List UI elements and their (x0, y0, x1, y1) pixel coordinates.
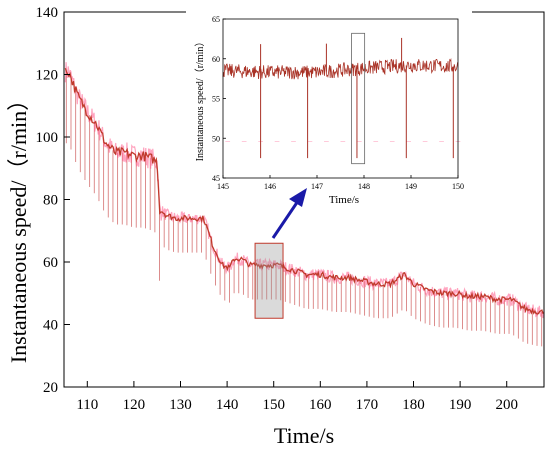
inset-x-axis-ticks: 145 146 147 148 149 150 (217, 175, 464, 191)
x-tick-label: 110 (76, 397, 98, 413)
inset-y-tick-label: 55 (212, 95, 220, 104)
zoom-arrow (271, 188, 307, 239)
inset-y-tick-label: 60 (212, 55, 220, 64)
main-highlight-box (254, 242, 284, 319)
x-tick-label: 200 (495, 397, 518, 413)
y-tick-label: 40 (43, 318, 58, 334)
inset-x-axis-title: Time/s (329, 194, 359, 206)
inset-highlight-rect (351, 32, 366, 165)
main-y-axis-title: Instantaneous speed/（r/min） (6, 89, 31, 363)
y-tick-label: 140 (36, 5, 59, 21)
inset-y-axis-title: Instantaneous speed/（r/min） (194, 37, 206, 162)
x-tick-label: 160 (309, 397, 332, 413)
x-tick-label: 180 (402, 397, 425, 413)
x-tick-label: 150 (262, 397, 285, 413)
inset-x-tick-label: 147 (311, 182, 323, 191)
y-tick-label: 60 (43, 255, 58, 271)
y-tick-label: 20 (43, 380, 58, 396)
x-tick-label: 140 (216, 397, 239, 413)
inset-y-tick-label: 50 (212, 134, 220, 143)
inset-x-tick-label: 150 (452, 182, 464, 191)
main-y-axis-ticks: 20 40 60 80 100 120 140 (36, 5, 70, 396)
inset-y-tick-label: 45 (212, 174, 220, 183)
inset-x-tick-label: 148 (358, 182, 370, 191)
inset-y-axis-ticks: 45 50 55 60 65 (212, 15, 226, 183)
y-tick-label: 120 (36, 68, 59, 84)
inset-x-tick-label: 146 (264, 182, 276, 191)
inset-highlight-box (351, 32, 366, 165)
y-tick-label: 80 (43, 193, 58, 209)
inset-background (186, 3, 472, 214)
inset-y-tick-label: 65 (212, 15, 220, 24)
main-x-axis-title: Time/s (274, 423, 334, 448)
x-tick-label: 170 (356, 397, 379, 413)
x-tick-label: 190 (449, 397, 472, 413)
inset-plot-data (222, 37, 461, 159)
y-tick-label: 100 (36, 130, 59, 146)
speed-series-line (64, 67, 544, 315)
x-tick-label: 120 (123, 397, 146, 413)
main-x-axis-ticks: 110 120 130 140 150 160 170 180 190 200 (76, 381, 518, 413)
inset-x-tick-label: 145 (217, 182, 229, 191)
inset-x-tick-label: 149 (405, 182, 417, 191)
x-tick-label: 130 (169, 397, 192, 413)
highlight-region-rect (254, 242, 284, 319)
inset-series-line (222, 57, 459, 80)
main-plot-data (64, 62, 545, 347)
